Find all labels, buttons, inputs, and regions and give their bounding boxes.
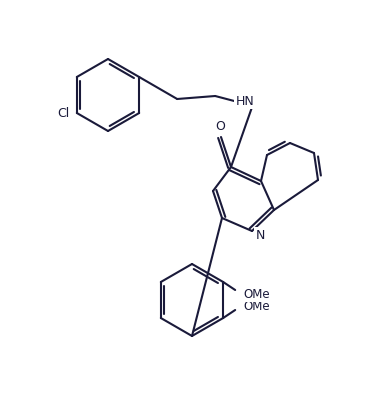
Text: OMe: OMe [244,288,270,301]
Text: N: N [255,229,265,242]
Text: Cl: Cl [58,106,70,119]
Text: OMe: OMe [244,299,270,312]
Text: O: O [215,119,225,132]
Text: HN: HN [236,95,255,108]
